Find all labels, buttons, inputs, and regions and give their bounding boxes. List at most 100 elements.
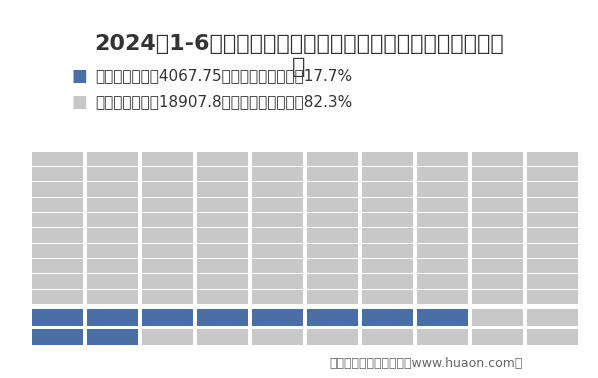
Bar [472,167,523,181]
Bar [252,152,303,166]
Bar [362,213,413,227]
Bar [87,167,138,181]
Bar [417,213,468,227]
Bar [417,198,468,212]
Bar [197,259,248,273]
Bar [362,329,413,345]
Bar [252,244,303,258]
Bar [307,213,358,227]
Bar [472,152,523,166]
Bar [472,183,523,197]
Bar [417,244,468,258]
Bar [527,183,578,197]
Bar [307,329,358,345]
Bar [362,274,413,288]
Bar [362,309,413,325]
Bar [142,309,193,325]
Bar [197,228,248,243]
Bar [142,259,193,273]
Bar [87,329,138,345]
Bar [362,183,413,197]
Bar [417,290,468,304]
Bar [197,167,248,181]
Bar [417,329,468,345]
Bar [307,244,358,258]
Bar [87,244,138,258]
Bar [472,228,523,243]
Bar [197,213,248,227]
Bar [32,213,83,227]
Text: 上年结转合同额18907.8亿元，占签订合同的82.3%: 上年结转合同额18907.8亿元，占签订合同的82.3% [96,94,353,110]
Bar [87,213,138,227]
Bar [197,290,248,304]
Bar [87,274,138,288]
Bar [32,244,83,258]
Bar [32,198,83,212]
Bar [472,290,523,304]
Bar [197,183,248,197]
Bar [32,259,83,273]
Bar [307,259,358,273]
Bar [417,259,468,273]
Bar [252,167,303,181]
Bar [417,167,468,181]
Bar [87,259,138,273]
Bar [472,329,523,345]
Bar [87,290,138,304]
Bar [362,167,413,181]
Bar [32,309,83,325]
Bar [197,152,248,166]
Bar [252,290,303,304]
Bar [527,259,578,273]
Bar [32,274,83,288]
Bar [252,259,303,273]
Bar [417,274,468,288]
Bar [87,152,138,166]
Bar [417,228,468,243]
Bar [142,290,193,304]
Bar [142,329,193,345]
Bar [417,183,468,197]
Text: ■: ■ [72,67,87,85]
Bar [527,244,578,258]
Bar [142,228,193,243]
Text: 制图：华经产业研究院（www.huaon.com）: 制图：华经产业研究院（www.huaon.com） [329,358,522,370]
Bar [527,329,578,345]
Bar [307,198,358,212]
Bar [527,290,578,304]
Bar [307,290,358,304]
Bar [142,152,193,166]
Bar [142,244,193,258]
Bar [197,244,248,258]
Bar [307,152,358,166]
Bar [472,213,523,227]
Bar [142,183,193,197]
Bar [252,183,303,197]
Bar [252,274,303,288]
Bar [32,167,83,181]
Bar [472,244,523,258]
Bar [252,329,303,345]
Bar [197,274,248,288]
Bar [527,198,578,212]
Bar [472,259,523,273]
Bar [527,152,578,166]
Bar [197,329,248,345]
Bar [527,274,578,288]
Bar [252,198,303,212]
Bar [527,228,578,243]
Bar [87,228,138,243]
Bar [252,309,303,325]
Bar [362,290,413,304]
Bar [527,309,578,325]
Bar [197,309,248,325]
Bar [142,198,193,212]
Bar [362,259,413,273]
Bar [417,152,468,166]
Bar [252,213,303,227]
Bar [87,183,138,197]
Bar [32,183,83,197]
Bar [417,309,468,325]
Bar [142,213,193,227]
Bar [362,152,413,166]
